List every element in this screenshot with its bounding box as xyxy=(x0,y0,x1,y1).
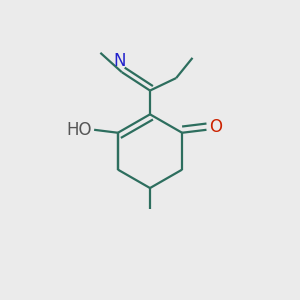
Text: O: O xyxy=(209,118,222,136)
Text: HO: HO xyxy=(66,121,92,139)
Text: N: N xyxy=(113,52,126,70)
